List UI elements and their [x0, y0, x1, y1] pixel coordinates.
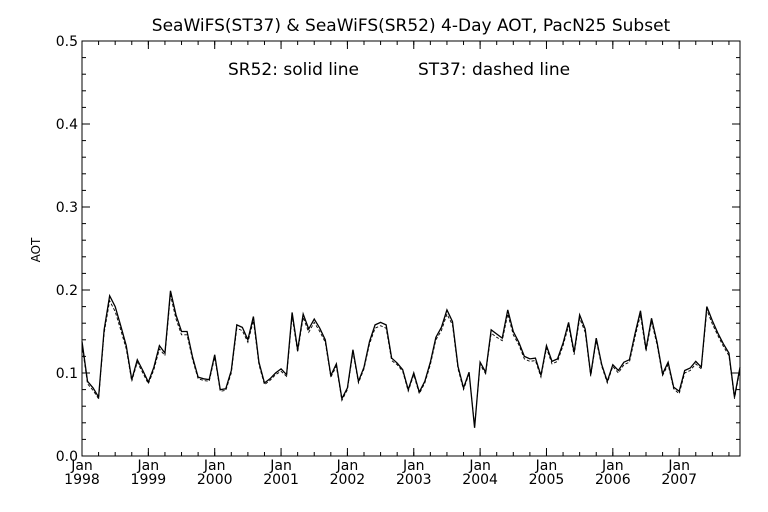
x-tick-year-label: 2004 [462, 472, 498, 488]
x-tick-month-label: Jan [269, 458, 292, 474]
x-tick-month-label: Jan [137, 458, 160, 474]
y-tick-label: 0.1 [56, 366, 78, 382]
x-tick-year-label: 2001 [263, 472, 299, 488]
y-tick-label: 0.2 [56, 283, 78, 299]
series-group [81, 290, 741, 428]
x-tick-year-label: 2006 [595, 472, 631, 488]
y-axis-label: AOT [29, 237, 43, 262]
chart-title: SeaWiFS(ST37) & SeaWiFS(SR52) 4-Day AOT,… [152, 16, 671, 36]
axes-group: 0.00.10.20.30.40.5Jan1998Jan1999Jan2000J… [56, 34, 740, 488]
y-tick-label: 0.0 [56, 449, 78, 465]
annotation-sr52: SR52: solid line [228, 60, 359, 80]
x-tick-month-label: Jan [336, 458, 359, 474]
x-tick-month-label: Jan [402, 458, 425, 474]
x-tick-month-label: Jan [203, 458, 226, 474]
annotation-st37: ST37: dashed line [418, 60, 570, 80]
x-tick-year-label: 2002 [330, 472, 366, 488]
x-tick-month-label: Jan [535, 458, 558, 474]
x-tick-year-label: 1999 [131, 472, 167, 488]
y-tick-label: 0.5 [56, 34, 78, 50]
x-tick-year-label: 2000 [197, 472, 233, 488]
x-tick-month-label: Jan [70, 458, 93, 474]
x-tick-year-label: 2005 [529, 472, 565, 488]
x-tick-month-label: Jan [468, 458, 491, 474]
y-tick-label: 0.4 [56, 117, 78, 133]
x-tick-year-label: 2007 [661, 472, 697, 488]
x-tick-year-label: 2003 [396, 472, 432, 488]
x-tick-year-label: 1998 [64, 472, 100, 488]
plot-frame [81, 40, 741, 457]
series-line-sr52 [81, 290, 741, 428]
y-tick-label: 0.3 [56, 200, 78, 216]
x-tick-month-label: Jan [667, 458, 690, 474]
x-tick-month-label: Jan [601, 458, 624, 474]
